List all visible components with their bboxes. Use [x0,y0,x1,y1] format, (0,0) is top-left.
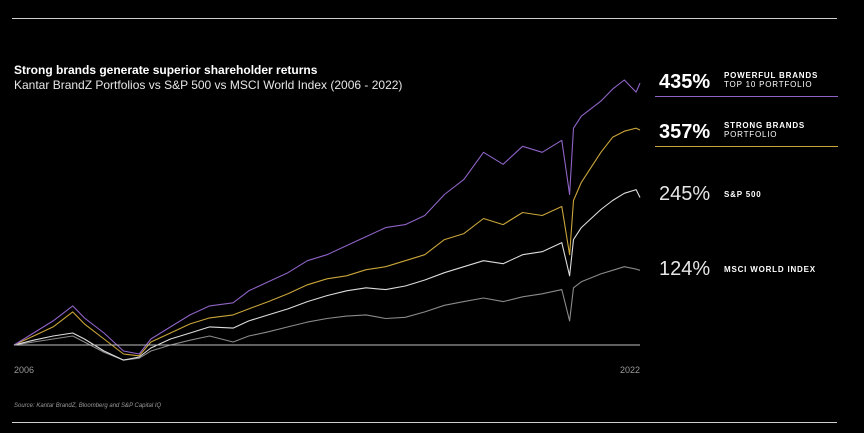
legend-value: 435% [659,71,711,93]
legend-sp500: 245% S&P 500 [655,184,840,224]
legend-divider [655,146,838,147]
x-tick-label-end: 2022 [620,365,640,375]
legend-label-line2: PORTFOLIO [724,130,778,139]
chart-subtitle: Kantar BrandZ Portfolios vs S&P 500 vs M… [14,78,403,92]
legend-value: 357% [659,121,711,143]
legend-msci-world: 124% MSCI WORLD INDEX [655,259,840,299]
legend-value: 124% [659,258,711,280]
legend-divider [655,96,838,97]
series-line-s-p-500 [13,189,641,361]
legend-value: 245% [659,183,711,205]
x-tick-label-start: 2006 [14,365,34,375]
chart-title: Strong brands generate superior sharehol… [14,63,318,77]
top-rule [12,18,837,19]
legend-label-line2: TOP 10 PORTFOLIO [724,80,813,89]
series-line-msci-world-index [13,266,641,361]
bottom-rule [12,422,837,423]
series-line-powerful-brands-top-10-portfolio [13,79,641,355]
legend-label-line1: S&P 500 [724,190,762,199]
legend-label-line1: STRONG BRANDS [724,121,806,130]
series-line-strong-brands-portfolio [13,127,641,357]
legend-powerful-brands: 435% POWERFUL BRANDS TOP 10 PORTFOLIO [655,70,840,110]
legend-strong-brands: 357% STRONG BRANDS PORTFOLIO [655,120,840,160]
series-layer [13,79,641,361]
source-note: Source: Kantar BrandZ, Bloomberg and S&P… [14,403,162,409]
legend-label-line1: POWERFUL BRANDS [724,71,819,80]
legend-label-line1: MSCI WORLD INDEX [724,265,816,274]
